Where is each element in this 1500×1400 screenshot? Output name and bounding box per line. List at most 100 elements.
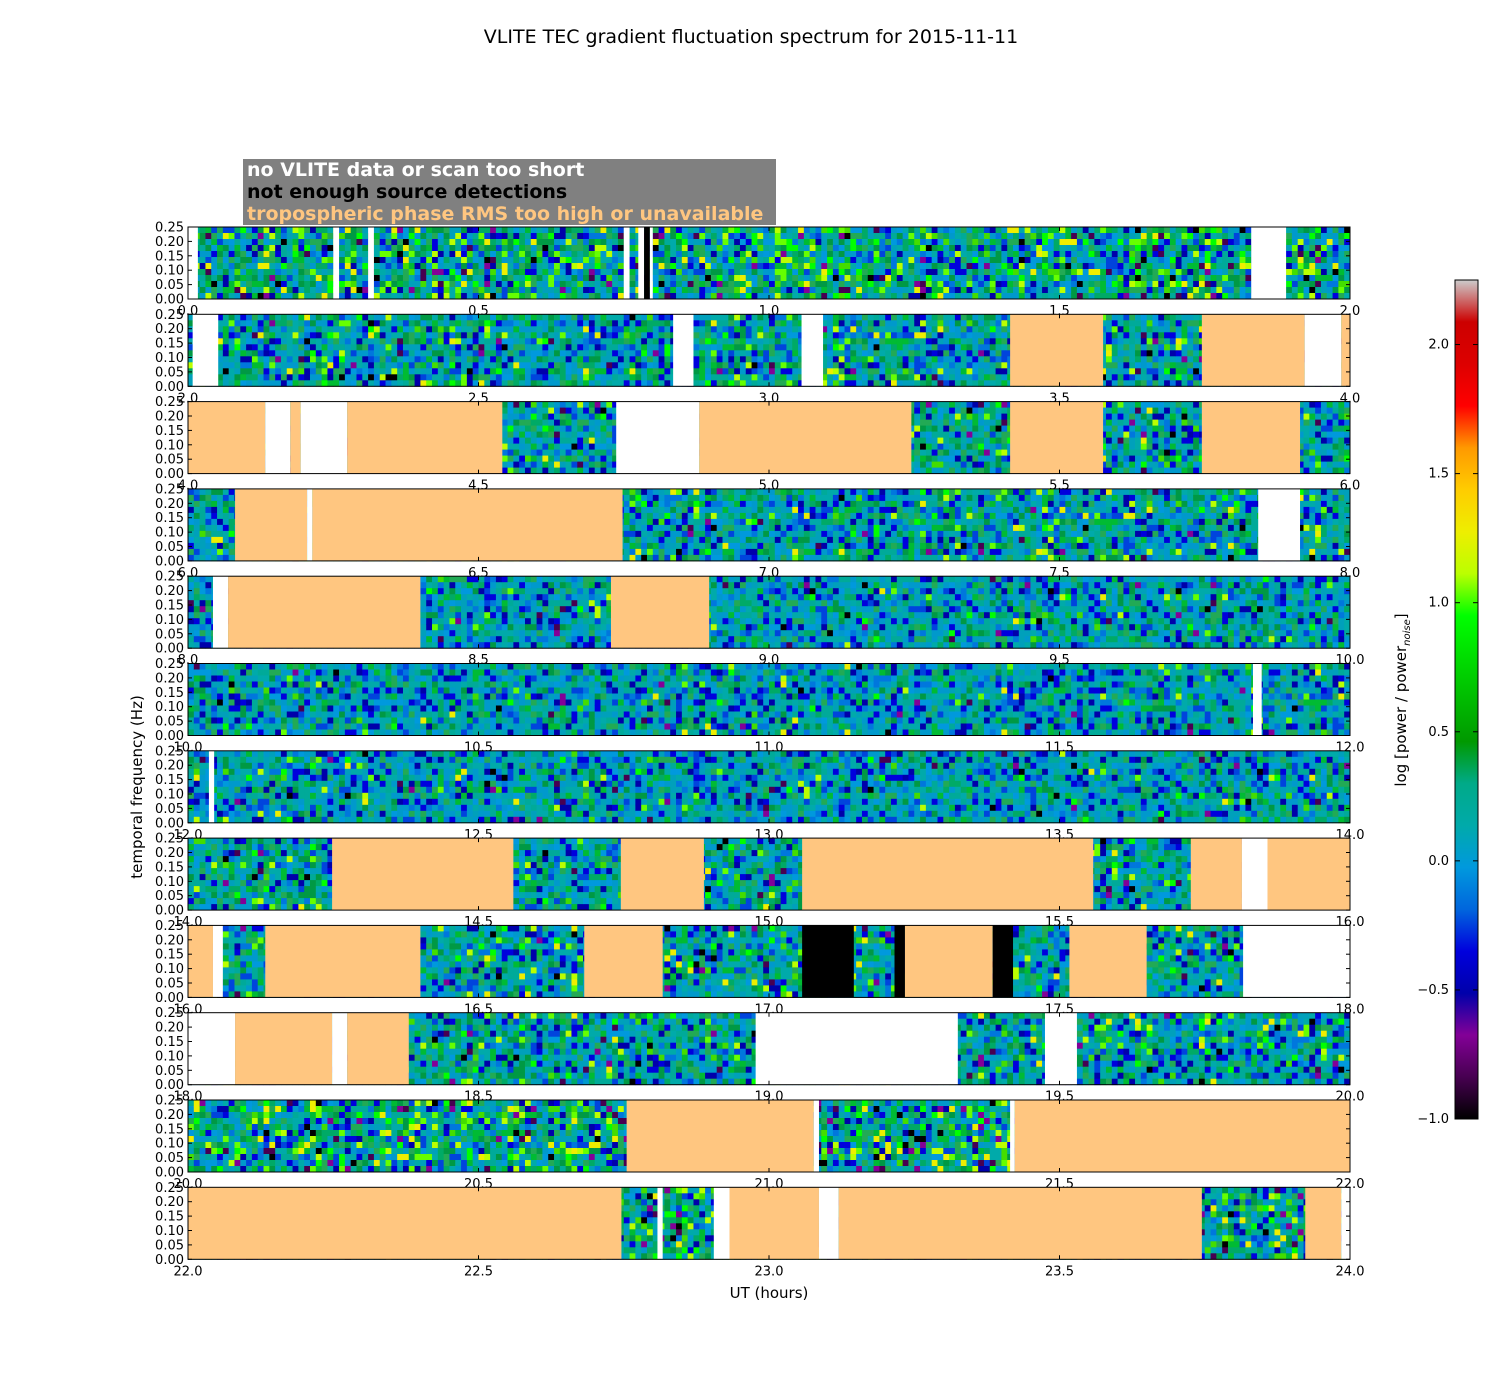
spectrum-cell	[304, 227, 311, 234]
spectrum-cell	[1146, 344, 1153, 351]
spectrum-cell	[437, 314, 445, 321]
spectrum-cell	[408, 338, 415, 345]
spectrum-cell	[606, 326, 613, 333]
spectrum-cell	[1309, 257, 1316, 264]
spectrum-cell	[269, 281, 276, 288]
spectrum-cell	[1152, 269, 1159, 276]
spectrum-cell	[536, 239, 543, 246]
spectrum-cell	[1059, 275, 1066, 282]
spectrum-cell	[1245, 239, 1252, 246]
spectrum-cell	[228, 293, 235, 300]
spectrum-cell	[1320, 233, 1328, 240]
spectrum-cell	[646, 356, 654, 363]
spectrum-cell	[443, 350, 450, 357]
spectrum-cell	[827, 233, 834, 240]
spectrum-cell	[699, 251, 706, 258]
spectrum-cell	[1007, 227, 1014, 234]
spectrum-cell	[577, 368, 584, 375]
spectrum-cell	[734, 368, 741, 375]
spectrum-cell	[391, 362, 398, 369]
spectrum-cell	[449, 227, 456, 234]
spectrum-cell	[321, 314, 328, 321]
spectrum-cell	[914, 269, 921, 276]
spectrum-cell	[821, 326, 828, 333]
spectrum-cell	[902, 257, 909, 264]
spectrum-cell	[228, 233, 235, 240]
spectrum-cell	[734, 281, 741, 288]
spectrum-cell	[1053, 233, 1060, 240]
spectrum-cell	[583, 287, 590, 294]
spectrum-cell	[513, 227, 520, 234]
spectrum-cell	[710, 269, 718, 276]
spectrum-cell	[286, 233, 293, 240]
spectrum-cell	[850, 239, 857, 246]
spectrum-cell	[437, 344, 445, 351]
spectrum-cell	[304, 257, 311, 264]
spectrum-cell	[397, 326, 404, 333]
spectrum-cell	[658, 368, 665, 375]
spectrum-cell	[972, 281, 979, 288]
spectrum-cell	[931, 356, 938, 363]
spectrum-cell	[821, 314, 828, 321]
spectrum-cell	[1193, 281, 1200, 288]
spectrum-cell	[356, 263, 363, 270]
spectrum-cell	[629, 293, 636, 300]
spectrum-cell	[792, 239, 799, 246]
spectrum-cell	[414, 368, 421, 375]
spectrum-cell	[803, 245, 811, 252]
spectrum-cell	[1088, 269, 1095, 276]
spectrum-cell	[536, 380, 543, 387]
spectrum-cell	[1100, 356, 1107, 363]
spectrum-cell	[304, 356, 311, 363]
spectrum-cell	[542, 257, 549, 264]
spectrum-cell	[1117, 251, 1124, 258]
spectrum-cell	[664, 293, 671, 300]
spectrum-cell	[490, 332, 497, 339]
spectrum-cell	[501, 257, 508, 264]
spectrum-cell	[484, 233, 491, 240]
spectrum-cell	[925, 263, 933, 270]
spectrum-cell	[257, 314, 264, 321]
spectrum-cell	[548, 326, 555, 333]
spectrum-cell	[617, 251, 625, 258]
spectrum-cell	[426, 314, 433, 321]
spectrum-cell	[513, 338, 520, 345]
spectrum-cell	[873, 368, 880, 375]
spectrum-cell	[455, 293, 462, 300]
spectrum-cell	[402, 263, 410, 270]
spectrum-cell	[385, 275, 392, 282]
spectrum-cell	[617, 356, 625, 363]
spectrum-cell	[298, 374, 305, 381]
y-tick-label: 0.15	[155, 249, 184, 264]
spectrum-cell	[350, 239, 357, 246]
spectrum-cell	[832, 275, 840, 282]
spectrum-cell	[513, 362, 520, 369]
spectrum-cell	[234, 374, 241, 381]
spectrum-cell	[426, 233, 433, 240]
spectrum-cell	[1071, 239, 1078, 246]
spectrum-cell	[966, 227, 973, 234]
spectrum-cell	[443, 374, 450, 381]
spectrum-cell	[629, 362, 636, 369]
spectrum-cell	[914, 374, 921, 381]
spectrum-cell	[490, 245, 497, 252]
spectrum-cell	[1216, 227, 1223, 234]
spectrum-cell	[891, 227, 898, 234]
spectrum-cell	[373, 257, 381, 264]
spectrum-cell	[205, 257, 212, 264]
spectrum-cell	[501, 380, 508, 387]
spectrum-cell	[664, 245, 671, 252]
spectrum-cell	[577, 269, 584, 276]
spectrum-cell	[1140, 233, 1148, 240]
spectrum-cell	[466, 281, 474, 288]
spectrum-cell	[838, 275, 845, 282]
spectrum-cell	[885, 281, 892, 288]
spectrum-cell	[861, 374, 869, 381]
spectrum-cell	[478, 344, 485, 351]
spectrum-cell	[617, 287, 625, 294]
spectrum-cell	[217, 257, 224, 264]
spectrum-cell	[902, 251, 909, 258]
spectrum-cell	[774, 374, 782, 381]
spectrum-cell	[1193, 314, 1200, 321]
spectrum-cell	[554, 269, 561, 276]
